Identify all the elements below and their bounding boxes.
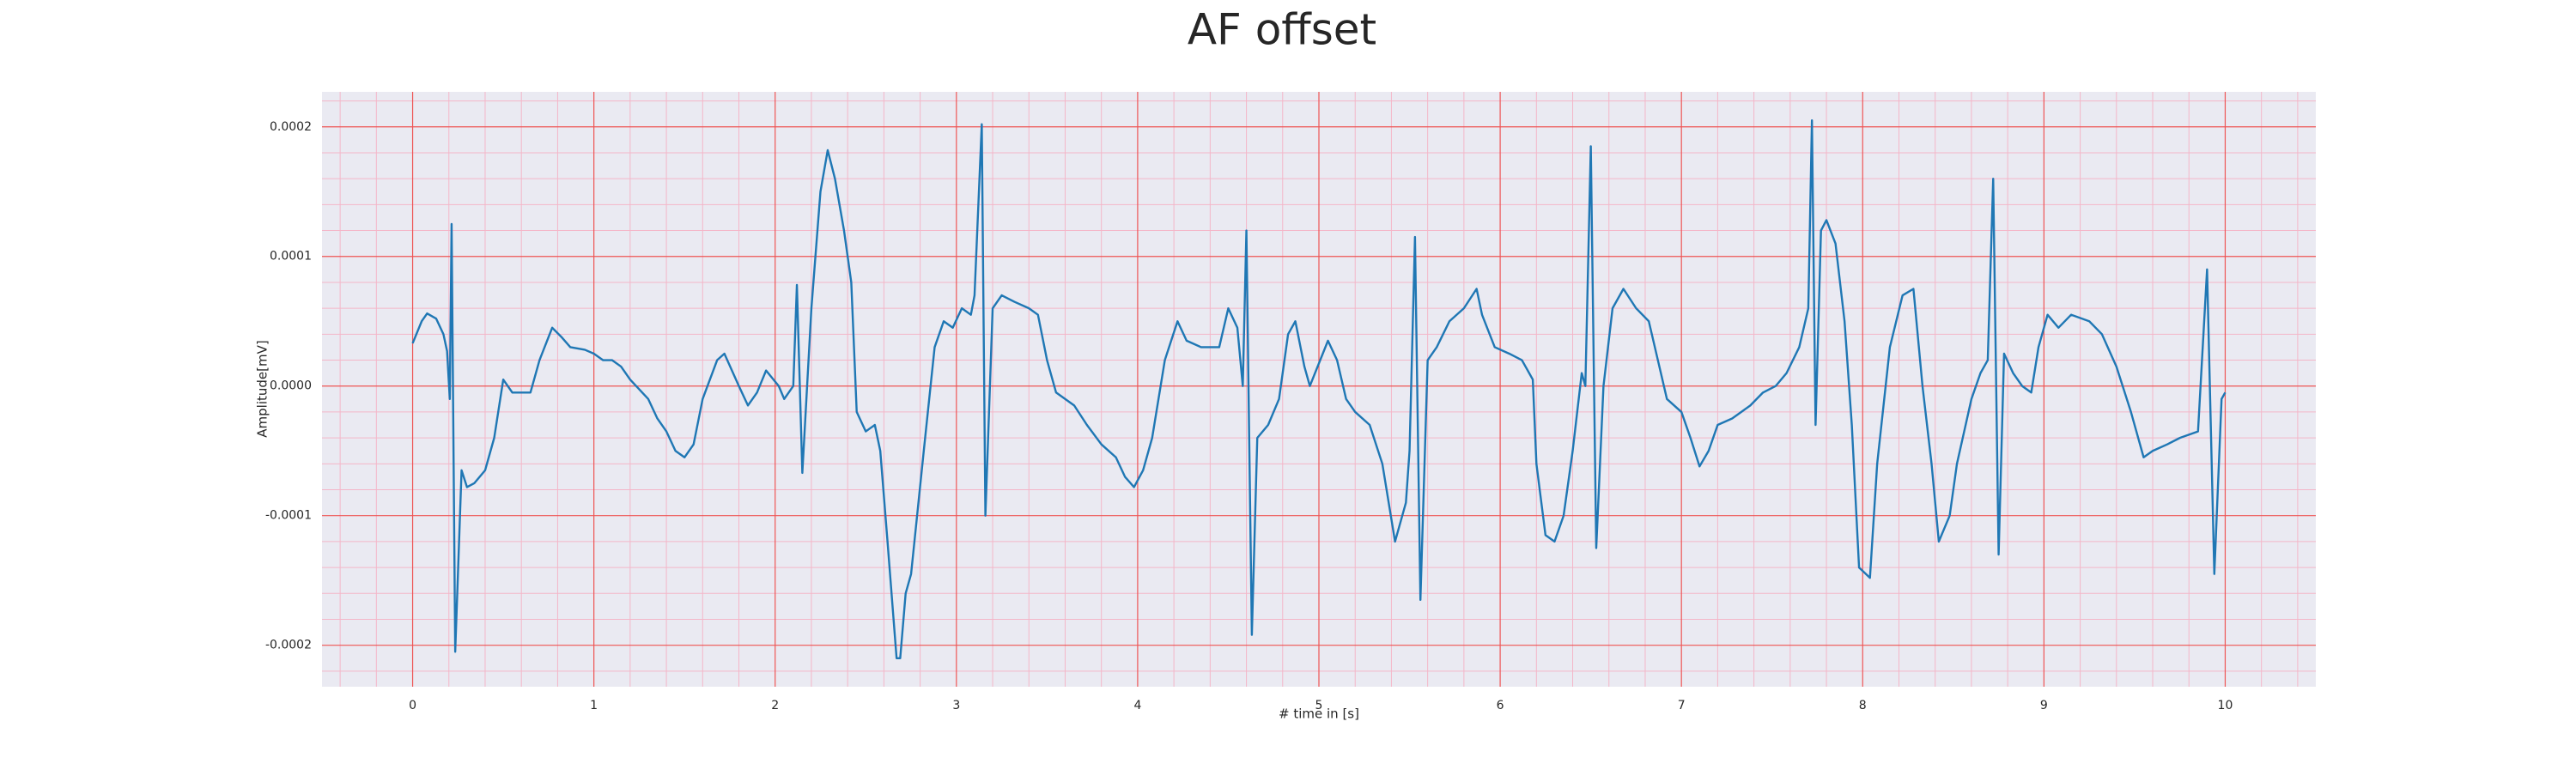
- x-tick-label: 4: [1133, 699, 1141, 712]
- y-tick-label: 0.0001: [270, 250, 312, 264]
- y-tick-label: -0.0002: [265, 639, 312, 652]
- x-tick-label: 6: [1497, 699, 1504, 712]
- x-tick-label: 7: [1678, 699, 1686, 712]
- x-tick-label: 0: [409, 699, 416, 712]
- x-tick-label: 3: [952, 699, 960, 712]
- y-tick-label: 0.0002: [270, 120, 312, 134]
- x-tick-label: 10: [2218, 699, 2233, 712]
- y-tick-label: 0.0000: [270, 379, 312, 393]
- x-tick-label: 9: [2040, 699, 2048, 712]
- x-tick-label: 5: [1315, 699, 1323, 712]
- x-tick-label: 2: [771, 699, 779, 712]
- y-axis-label: Amplitude[mV]: [255, 340, 270, 437]
- x-axis-label: # time in [s]: [1279, 706, 1359, 722]
- x-tick-label: 1: [590, 699, 598, 712]
- y-tick-label: -0.0001: [265, 509, 312, 523]
- x-tick-label: 8: [1859, 699, 1867, 712]
- chart-title: AF offset: [1188, 5, 1376, 55]
- ecg-line: [411, 119, 2227, 659]
